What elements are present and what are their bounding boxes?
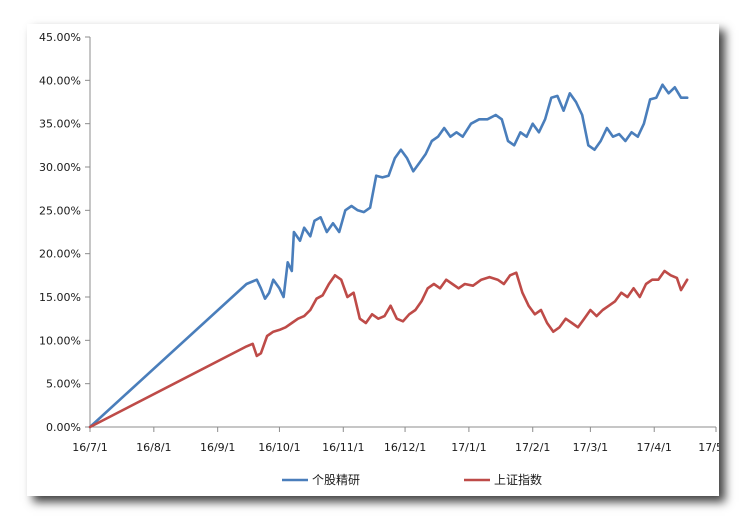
- y-tick-label: 0.00%: [46, 421, 81, 434]
- y-tick-label: 5.00%: [46, 378, 81, 391]
- x-tick-label: 17/1/1: [451, 441, 486, 454]
- line-chart: 0.00% 5.00% 10.00% 15.00% 20.00% 25.00% 30.00%…: [39, 31, 719, 487]
- series-line-1: [88, 269, 689, 429]
- x-tick-label: 16/8/1: [136, 441, 171, 454]
- y-tick-label: 20.00%: [39, 248, 81, 261]
- y-tick-label: 10.00%: [39, 334, 81, 347]
- legend-label-0: 个股精研: [312, 473, 360, 487]
- x-tick-label: 17/5/1: [698, 441, 719, 454]
- y-tick-label: 40.00%: [39, 74, 81, 87]
- legend: 个股精研 上证指数: [282, 472, 542, 487]
- y-tick-label: 35.00%: [39, 118, 81, 131]
- y-tick-label: 45.00%: [39, 31, 81, 44]
- x-tick-label: 16/11/1: [322, 441, 364, 454]
- x-tick-label: 16/9/1: [200, 441, 235, 454]
- series-lines: [88, 83, 689, 429]
- y-tick-label: 15.00%: [39, 291, 81, 304]
- x-tick-label: 16/10/1: [258, 441, 300, 454]
- x-tick-label: 17/2/1: [515, 441, 550, 454]
- x-tick-labels: 16/7/1 16/8/1 16/9/1 16/10/1 16/11/1 16/12/1 1…: [72, 427, 719, 454]
- series-line-0: [88, 83, 689, 429]
- x-tick-label: 17/3/1: [573, 441, 608, 454]
- y-tick-labels: 0.00% 5.00% 10.00% 15.00% 20.00% 25.00% 30.00%…: [39, 31, 90, 434]
- axes: [89, 37, 716, 428]
- chart-frame: 0.00% 5.00% 10.00% 15.00% 20.00% 25.00% 30.00%…: [27, 24, 719, 496]
- legend-label-1: 上证指数: [494, 472, 542, 487]
- x-tick-label: 17/4/1: [637, 441, 672, 454]
- x-tick-label: 16/12/1: [384, 441, 426, 454]
- y-tick-label: 30.00%: [39, 161, 81, 174]
- x-tick-label: 16/7/1: [72, 441, 107, 454]
- y-tick-label: 25.00%: [39, 204, 81, 217]
